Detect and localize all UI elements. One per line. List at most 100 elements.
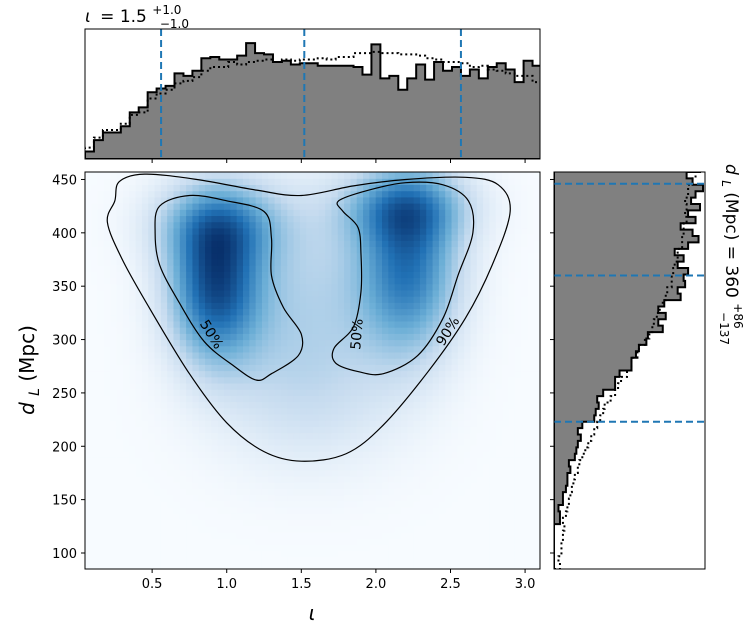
heatmap-cell: [426, 494, 434, 502]
heatmap-cell: [325, 364, 333, 372]
heatmap-cell: [261, 296, 269, 303]
y-tick-label: 400: [52, 227, 77, 242]
heatmap-cell: [337, 395, 345, 403]
heatmap-cell: [224, 413, 231, 421]
heatmap-cell: [337, 407, 345, 415]
heatmap-cell: [274, 537, 282, 545]
heatmap-cell: [312, 258, 320, 266]
heatmap-cell: [514, 277, 522, 285]
heatmap-cell: [483, 320, 491, 328]
heatmap-cell: [255, 196, 263, 204]
heatmap-cell: [103, 320, 111, 328]
heatmap-cell: [407, 351, 415, 359]
heatmap-cell: [388, 271, 396, 279]
heatmap-cell: [369, 339, 377, 347]
heatmap-cell: [432, 215, 440, 223]
heatmap-cell: [457, 203, 465, 210]
heatmap-cell: [280, 345, 288, 353]
heatmap-cell: [375, 178, 383, 186]
heatmap-cell: [483, 178, 491, 186]
heatmap-cell: [236, 289, 244, 297]
heatmap-cell: [508, 308, 516, 316]
heatmap-cell: [274, 265, 282, 272]
heatmap-cell: [426, 438, 434, 446]
heatmap-cell: [129, 513, 137, 520]
heatmap-cell: [135, 271, 143, 279]
heatmap-cell: [167, 500, 175, 508]
heatmap-cell: [489, 314, 497, 322]
heatmap-cell: [483, 364, 491, 372]
heatmap-cell: [451, 420, 459, 427]
heatmap-cell: [236, 196, 244, 204]
heatmap-cell: [521, 277, 528, 285]
heatmap-cell: [432, 271, 440, 279]
heatmap-cell: [85, 277, 92, 285]
heatmap-cell: [419, 401, 427, 409]
heatmap-cell: [154, 351, 162, 359]
heatmap-cell: [344, 327, 352, 334]
heatmap-cell: [192, 475, 200, 483]
heatmap-cell: [299, 389, 307, 396]
heatmap-cell: [274, 215, 282, 223]
heatmap-cell: [445, 537, 453, 545]
heatmap-cell: [451, 426, 459, 434]
heatmap-cell: [375, 345, 383, 353]
heatmap-cell: [337, 550, 345, 558]
heatmap-cell: [489, 289, 497, 297]
heatmap-cell: [457, 283, 465, 291]
heatmap-cell: [451, 469, 459, 477]
heatmap-cell: [192, 432, 200, 440]
heatmap-cell: [476, 196, 484, 204]
heatmap-cell: [325, 302, 333, 310]
heatmap-cell: [85, 389, 92, 396]
heatmap-cell: [457, 333, 465, 341]
heatmap-cell: [344, 308, 352, 316]
heatmap-cell: [508, 426, 516, 434]
heatmap-cell: [363, 469, 370, 477]
heatmap-cell: [344, 277, 352, 285]
heatmap-cell: [508, 395, 516, 403]
heatmap-cell: [388, 500, 396, 508]
heatmap-cell: [508, 444, 516, 452]
heatmap-cell: [527, 345, 535, 353]
heatmap-cell: [337, 246, 345, 254]
heatmap-cell: [97, 500, 105, 508]
heatmap-cell: [236, 550, 244, 558]
heatmap-cell: [160, 457, 168, 465]
heatmap-cell: [356, 196, 364, 204]
heatmap-cell: [293, 277, 301, 285]
heatmap-cell: [293, 426, 301, 434]
heatmap-cell: [230, 413, 238, 421]
heatmap-cell: [148, 227, 156, 235]
heatmap-cell: [268, 432, 276, 440]
heatmap-cell: [382, 407, 389, 415]
heatmap-cell: [280, 444, 288, 452]
heatmap-cell: [331, 283, 339, 291]
heatmap-cell: [280, 271, 288, 279]
heatmap-cell: [400, 513, 408, 520]
heatmap-cell: [325, 283, 333, 291]
heatmap-cell: [122, 184, 130, 192]
heatmap-cell: [129, 203, 137, 210]
heatmap-cell: [356, 345, 364, 353]
heatmap-cell: [173, 469, 181, 477]
heatmap-cell: [489, 432, 497, 440]
heatmap-cell: [445, 519, 453, 527]
heatmap-cell: [230, 401, 238, 409]
heatmap-cell: [318, 314, 326, 322]
heatmap-cell: [122, 488, 130, 496]
heatmap-cell: [173, 178, 181, 186]
heatmap-cell: [255, 203, 263, 210]
heatmap-cell: [419, 376, 427, 384]
heatmap-cell: [160, 432, 168, 440]
heatmap-cell: [255, 345, 263, 353]
heatmap-cell: [249, 506, 257, 514]
heatmap-cell: [337, 556, 345, 564]
heatmap-cell: [198, 234, 206, 241]
heatmap-cell: [432, 314, 440, 322]
heatmap-cell: [470, 413, 478, 421]
heatmap-cell: [122, 364, 130, 372]
heatmap-cell: [369, 320, 377, 328]
heatmap-cell: [293, 203, 301, 210]
heatmap-cell: [217, 178, 225, 186]
